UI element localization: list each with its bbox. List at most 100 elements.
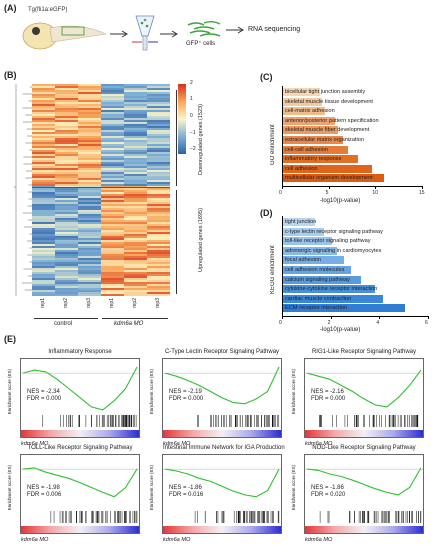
gsea-title: Intestinal Immune Network for IGA Produc… bbox=[163, 445, 285, 451]
heatmap-cell bbox=[55, 90, 78, 92]
heatmap-cell bbox=[124, 286, 147, 288]
heatmap-cell bbox=[32, 282, 55, 284]
heatmap-cell bbox=[101, 168, 124, 170]
heatmap-cell bbox=[101, 138, 124, 140]
heatmap-cell bbox=[78, 244, 101, 246]
heatmap-cell bbox=[147, 112, 170, 114]
heatmap-cell bbox=[124, 126, 147, 128]
heatmap-cell bbox=[32, 162, 55, 164]
heatmap-cell bbox=[101, 290, 124, 292]
heatmap-cell bbox=[32, 144, 55, 146]
heatmap-cell bbox=[55, 242, 78, 244]
heatmap-cell bbox=[101, 206, 124, 208]
heatmap-cell bbox=[32, 156, 55, 158]
heatmap-cell bbox=[124, 164, 147, 166]
heatmap-cell bbox=[147, 96, 170, 98]
gsea-xlabel: kdm6a MO bbox=[21, 441, 49, 447]
x-tick bbox=[375, 186, 377, 189]
heatmap-cell bbox=[78, 100, 101, 102]
heatmap-cell bbox=[101, 208, 124, 210]
heatmap-cell bbox=[101, 282, 124, 284]
heatmap-cell bbox=[147, 104, 170, 106]
heatmap-cell bbox=[124, 228, 147, 230]
heatmap-cell bbox=[124, 188, 147, 190]
heatmap-cell bbox=[32, 100, 55, 102]
heatmap-cell bbox=[55, 216, 78, 218]
heatmap-cell bbox=[101, 92, 124, 94]
heatmap-cell bbox=[124, 214, 147, 216]
arrow-1 bbox=[110, 30, 128, 38]
heatmap-cell bbox=[101, 218, 124, 220]
heatmap-cell bbox=[55, 272, 78, 274]
heatmap-cell bbox=[32, 116, 55, 118]
heatmap-cell bbox=[124, 208, 147, 210]
bar bbox=[283, 145, 349, 154]
heatmap-cell bbox=[78, 252, 101, 254]
heatmap-cell bbox=[32, 176, 55, 178]
heatmap-cell bbox=[78, 104, 101, 106]
heatmap-cell bbox=[32, 84, 55, 86]
heatmap-cell bbox=[55, 150, 78, 152]
heatmap-cell bbox=[55, 144, 78, 146]
heatmap-cell bbox=[32, 268, 55, 270]
heatmap-cell bbox=[124, 230, 147, 232]
heatmap-cell bbox=[78, 148, 101, 150]
heatmap-cell bbox=[32, 120, 55, 122]
heatmap-cell bbox=[124, 88, 147, 90]
heatmap-cell bbox=[32, 272, 55, 274]
heatmap-cell bbox=[124, 178, 147, 180]
gsea-stats: NES = -1.86 FDR = 0.020 bbox=[311, 485, 345, 499]
gsea-stats: NES = -2.34 FDR = 0.000 bbox=[27, 389, 61, 403]
heatmap-cell bbox=[147, 128, 170, 130]
heatmap-cell bbox=[32, 216, 55, 218]
heatmap-cell bbox=[78, 136, 101, 138]
heatmap-cell bbox=[124, 110, 147, 112]
heatmap-cell bbox=[78, 228, 101, 230]
heatmap-cell bbox=[147, 190, 170, 192]
heatmap-cell bbox=[101, 132, 124, 134]
heatmap-cell bbox=[32, 158, 55, 160]
dendrogram bbox=[14, 84, 32, 296]
column-labels: rep1 rep2 rep3 rep1 rep2 rep3 bbox=[32, 298, 170, 318]
heatmap-cell bbox=[78, 150, 101, 152]
heatmap-cell bbox=[32, 206, 55, 208]
heatmap-cell bbox=[101, 94, 124, 96]
heatmap-cell bbox=[147, 110, 170, 112]
heatmap-cell bbox=[55, 112, 78, 114]
heatmap-cell bbox=[32, 250, 55, 252]
heatmap-cell bbox=[124, 272, 147, 274]
heatmap-cell bbox=[32, 94, 55, 96]
heatmap-cell bbox=[124, 192, 147, 194]
heatmap-cell bbox=[147, 136, 170, 138]
heatmap-cell bbox=[32, 260, 55, 262]
heatmap-cell bbox=[55, 114, 78, 116]
heatmap-cell bbox=[55, 250, 78, 252]
heatmap-cell bbox=[55, 284, 78, 286]
rank-color-bar bbox=[21, 526, 139, 533]
go-bar-chart: bicellular tight junction assembly skelet… bbox=[279, 86, 432, 196]
heatmap-cell bbox=[147, 208, 170, 210]
heatmap-cell bbox=[55, 214, 78, 216]
heatmap-cell bbox=[55, 210, 78, 212]
heatmap-cell bbox=[32, 294, 55, 296]
heatmap-cell bbox=[78, 178, 101, 180]
heatmap-cell bbox=[55, 288, 78, 290]
y-axis-line bbox=[282, 86, 283, 186]
heatmap-cell bbox=[55, 160, 78, 162]
nes-value: NES = -1.86 bbox=[169, 485, 202, 491]
gsea-title: C-Type Lectin Receptor Signaling Pathway bbox=[164, 349, 280, 355]
heatmap-cell bbox=[55, 226, 78, 228]
heatmap-cell bbox=[101, 136, 124, 138]
heatmap-cell bbox=[147, 158, 170, 160]
heatmap-cell bbox=[78, 256, 101, 258]
heatmap-cell bbox=[101, 160, 124, 162]
heatmap-cell bbox=[101, 180, 124, 182]
heatmap-cell bbox=[78, 84, 101, 86]
heatmap-cell bbox=[78, 292, 101, 294]
bar-label: cytokine-cytokine receptor interaction bbox=[285, 286, 378, 293]
heatmap-cell bbox=[55, 124, 78, 126]
bar bbox=[283, 218, 315, 226]
heatmap-cell bbox=[55, 262, 78, 264]
group-control-label: control bbox=[54, 321, 73, 327]
heatmap-cell bbox=[101, 198, 124, 200]
